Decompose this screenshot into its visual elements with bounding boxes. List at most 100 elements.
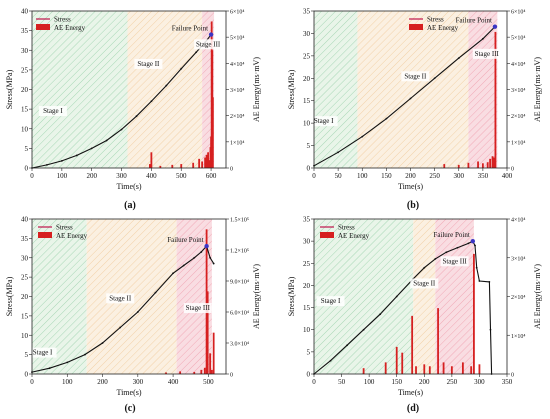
stress-point xyxy=(195,51,198,54)
x-tick-label: 350 xyxy=(478,172,489,180)
y-tick-label: 10 xyxy=(303,326,311,334)
stress-point xyxy=(385,117,388,120)
y-tick-label: 5 xyxy=(25,145,29,153)
stress-point xyxy=(165,84,168,87)
stress-point xyxy=(478,280,481,282)
failure-point-label: Failure Point xyxy=(456,17,492,25)
x-tick-label: 500 xyxy=(203,378,214,386)
ae-energy-bar xyxy=(201,161,204,168)
y-tick-label: 15 xyxy=(303,97,311,105)
ae-energy-bar xyxy=(478,364,481,374)
x-tick-label: 300 xyxy=(474,378,485,386)
x-tick-label: 200 xyxy=(405,172,416,180)
stress-point xyxy=(361,135,364,138)
y-tick-label: 30 xyxy=(21,254,29,262)
y2-tick-label: 6×10⁴ xyxy=(230,10,244,16)
stage-label: Stage I xyxy=(321,297,341,305)
stress-point xyxy=(119,326,122,329)
y-tick-label: 30 xyxy=(21,47,29,55)
stress-point xyxy=(346,344,348,347)
y2-tick-label: 2×10⁴ xyxy=(230,114,244,120)
y-tick-label: 5 xyxy=(307,348,311,356)
ae-energy-bar xyxy=(415,366,417,374)
x-tick-label: 400 xyxy=(168,378,179,386)
stage-region xyxy=(202,11,215,168)
x-axis-label: Time(s) xyxy=(116,182,141,191)
stage-label-box xyxy=(194,39,223,50)
stress-point xyxy=(84,353,86,356)
y2-tick-label: 3.0×10⁴ xyxy=(230,342,249,348)
stage-region xyxy=(413,219,436,374)
ae-energy-bar xyxy=(493,157,495,168)
ae-energy-bar xyxy=(159,165,162,168)
failure-point-marker xyxy=(492,24,498,29)
legend-energy-swatch xyxy=(38,232,52,238)
stress-point xyxy=(409,97,412,100)
stress-point xyxy=(423,266,426,269)
y-tick-label: 35 xyxy=(21,235,29,243)
stage-region xyxy=(357,11,469,168)
y2-tick-label: 0 xyxy=(230,167,233,173)
stress-point xyxy=(200,251,203,253)
stage-label-box xyxy=(106,293,135,304)
stress-point xyxy=(445,251,448,254)
ae-energy-bar xyxy=(193,371,196,374)
ae-energy-bar xyxy=(207,152,209,168)
ae-energy-bar xyxy=(423,364,426,374)
x-tick-label: 50 xyxy=(338,378,346,386)
panel-caption: (c) xyxy=(124,403,135,414)
x-tick-label: 150 xyxy=(381,172,392,180)
ae-energy-bar xyxy=(198,158,201,168)
legend-energy-label: AE Energy xyxy=(54,24,86,32)
y2-tick-label: 3×10⁴ xyxy=(511,88,525,94)
stress-point xyxy=(434,257,437,260)
failure-point-label: Failure Point xyxy=(172,25,208,33)
stage-region xyxy=(435,219,474,374)
stress-point xyxy=(120,128,123,131)
ae-energy-bar xyxy=(489,158,492,168)
y-axis-label: Stress(MPa) xyxy=(287,276,296,316)
x-tick-label: 600 xyxy=(206,172,217,180)
y-tick-label: 30 xyxy=(303,30,311,38)
chart-panel: Failure Point Stage I Stage II Stage III 0 10… xyxy=(5,216,261,415)
y-tick-label: 25 xyxy=(21,274,29,282)
x-tick-label: 250 xyxy=(447,378,458,386)
stress-point xyxy=(209,256,212,259)
ae-energy-bar xyxy=(437,308,439,374)
ae-energy-bar xyxy=(467,162,470,168)
legend-stress-label: Stress xyxy=(56,224,73,232)
y2-tick-label: 3×10⁴ xyxy=(511,256,525,262)
stress-point xyxy=(150,100,153,103)
ae-energy-bar xyxy=(180,164,183,168)
x-tick-label: 500 xyxy=(176,172,187,180)
y-tick-label: 30 xyxy=(303,238,311,246)
stage-label: Stage III xyxy=(442,257,467,265)
x-tick-label: 100 xyxy=(357,172,368,180)
ae-energy-bar xyxy=(205,229,208,374)
y-tick-label: 15 xyxy=(21,106,29,114)
x-tick-label: 200 xyxy=(97,378,108,386)
stress-point xyxy=(193,256,196,259)
ae-energy-bar xyxy=(171,164,174,168)
ae-energy-bar xyxy=(192,162,195,168)
y-tick-label: 0 xyxy=(307,371,311,379)
legend-energy-swatch xyxy=(36,24,50,30)
stress-point xyxy=(75,154,78,157)
stage-label-box xyxy=(28,347,57,358)
stress-line xyxy=(31,34,212,169)
stress-point xyxy=(101,342,104,344)
stress-point xyxy=(433,77,436,80)
ae-energy-bar xyxy=(210,369,213,374)
legend-energy-label: AE Energy xyxy=(427,24,459,32)
y-axis-label: Stress(MPa) xyxy=(287,69,296,109)
ae-energy-bar xyxy=(443,164,446,168)
stage-region xyxy=(32,11,128,168)
x-tick-label: 250 xyxy=(429,172,440,180)
legend-energy-swatch xyxy=(320,232,334,238)
x-tick-label: 200 xyxy=(86,172,97,180)
panel-caption: (b) xyxy=(407,200,419,211)
y-tick-label: 20 xyxy=(21,86,29,94)
legend-stress-label: Stress xyxy=(338,224,355,232)
y-tick-label: 15 xyxy=(303,304,311,312)
